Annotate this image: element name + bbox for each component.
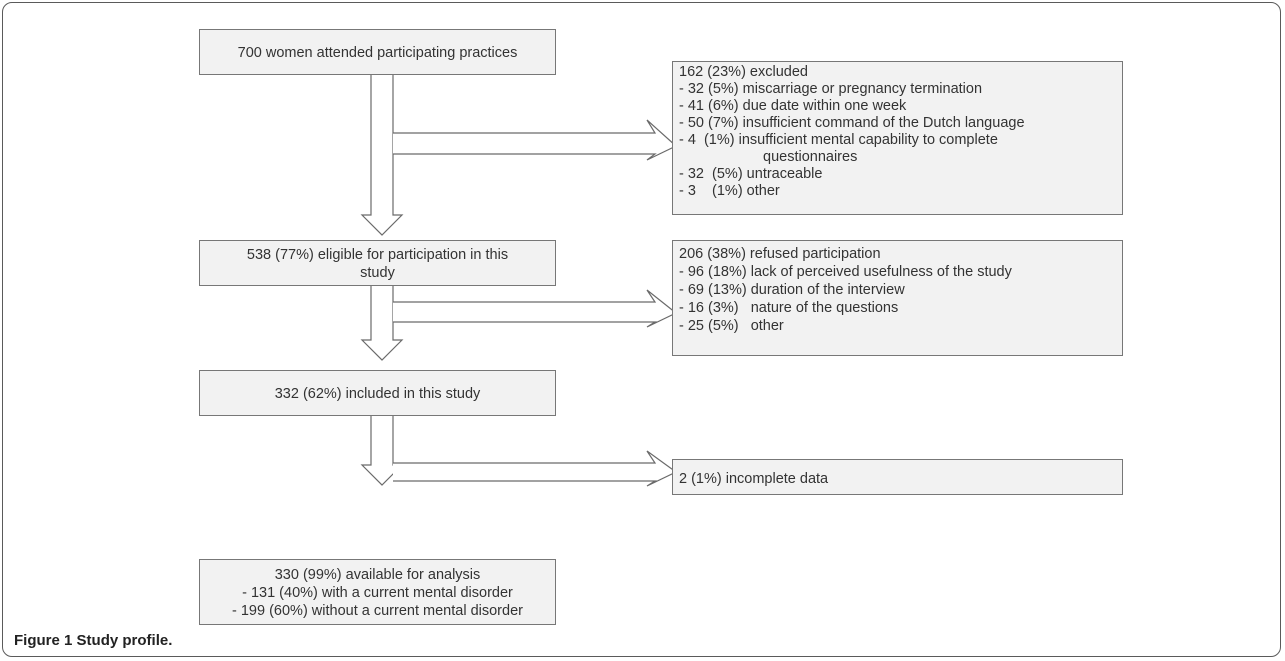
box-analysis-line3: - 199 (60%) without a current mental dis… [232, 603, 523, 619]
box-excluded: 162 (23%) excluded - 32 (5%) miscarriage… [672, 61, 1123, 215]
refused-item: - 16 (3%) nature of the questions [679, 300, 899, 316]
excluded-item: - 32 (5%) untraceable [679, 166, 823, 182]
excluded-item: questionnaires [763, 149, 858, 165]
refused-title: 206 (38%) refused participation [679, 246, 881, 262]
box-refused: 206 (38%) refused participation - 96 (18… [672, 240, 1123, 356]
box-incomplete: 2 (1%) incomplete data [672, 459, 1123, 495]
box-analysis-line1: 330 (99%) available for analysis [274, 567, 481, 583]
box-analysis-line2: - 131 (40%) with a current mental disord… [242, 585, 513, 601]
box-analysis: 330 (99%) available for analysis - 131 (… [199, 559, 556, 625]
refused-item: - 96 (18%) lack of perceived usefulness … [679, 264, 1012, 280]
excluded-item: - 3 (1%) other [679, 183, 780, 199]
box-eligible: 538 (77%) eligible for participation in … [199, 240, 556, 286]
excluded-item: - 32 (5%) miscarriage or pregnancy termi… [679, 81, 983, 97]
caption-text: Study profile. [76, 632, 173, 649]
arrow-down-1 [360, 75, 404, 236]
arrow-right-1 [393, 119, 678, 161]
box-included: 332 (62%) included in this study [199, 370, 556, 416]
excluded-title: 162 (23%) excluded [679, 64, 808, 80]
excluded-item: - 41 (6%) due date within one week [679, 98, 907, 114]
arrow-right-2 [393, 289, 678, 328]
box-included-text: 332 (62%) included in this study [274, 386, 481, 402]
box-eligible-line1: 538 (77%) eligible for participation in … [246, 247, 509, 263]
box-eligible-line2: study [360, 265, 395, 281]
box-attended-text: 700 women attended participating practic… [237, 45, 518, 61]
refused-item: - 69 (13%) duration of the interview [679, 282, 905, 298]
box-attended: 700 women attended participating practic… [199, 29, 556, 75]
figure-caption: Figure 1 Study profile. [14, 632, 172, 649]
refused-item: - 25 (5%) other [679, 318, 784, 334]
excluded-item: - 50 (7%) insufficient command of the Du… [679, 115, 1025, 131]
arrow-right-3 [393, 450, 678, 487]
excluded-item: - 4 (1%) insufficient mental capability … [679, 132, 998, 148]
arrow-down-2 [360, 286, 404, 361]
box-incomplete-text: 2 (1%) incomplete data [679, 471, 829, 487]
caption-label: Figure 1 [14, 632, 73, 649]
